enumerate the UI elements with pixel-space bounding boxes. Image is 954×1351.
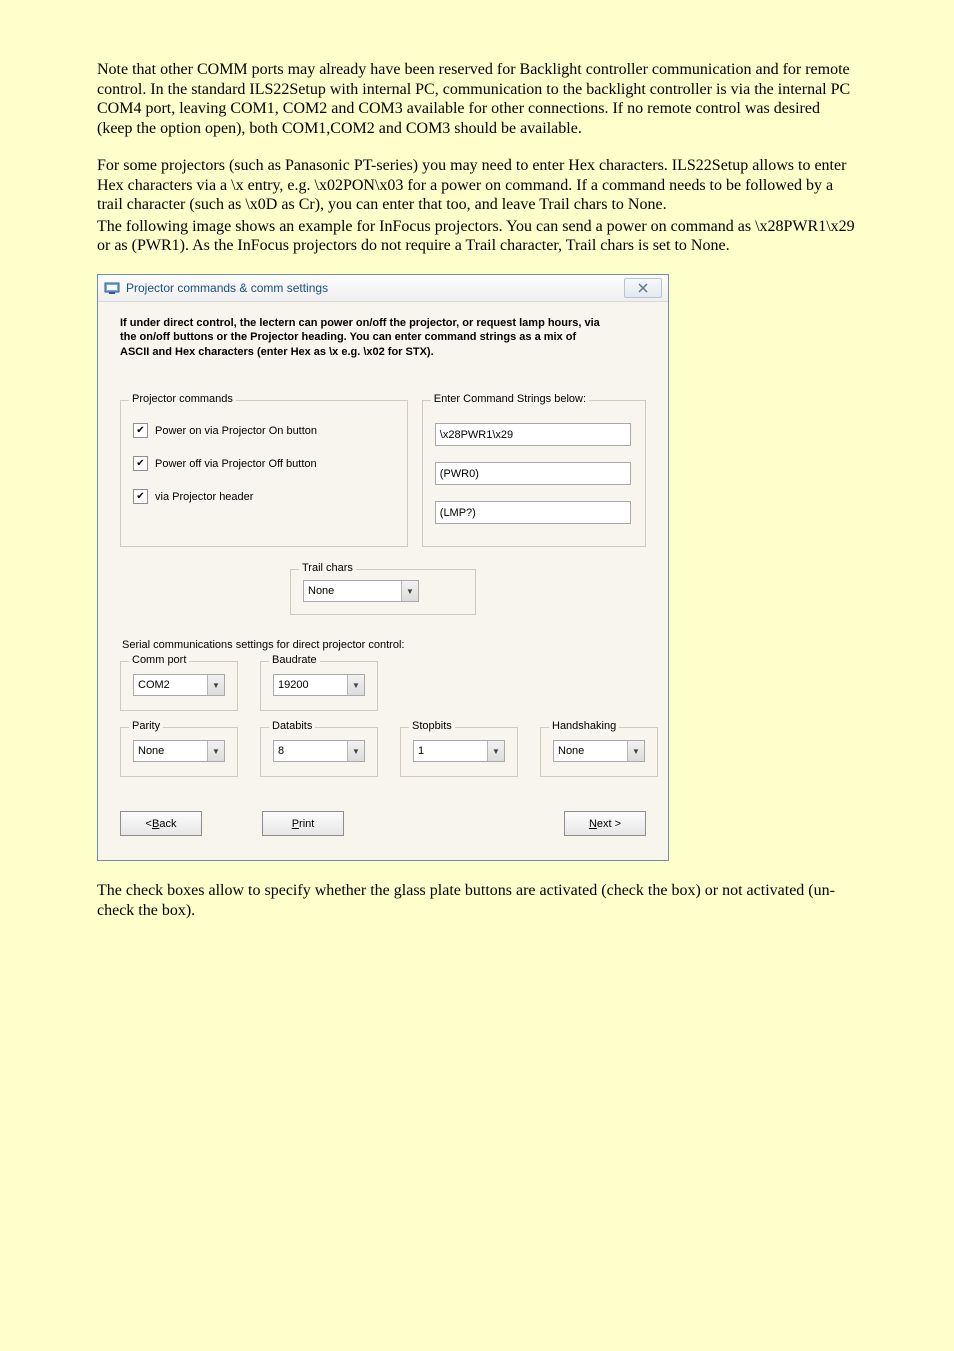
baudrate-legend: Baudrate	[269, 654, 320, 666]
trail-chars-select[interactable]: None ▼	[303, 580, 419, 602]
dialog-icon	[104, 280, 120, 296]
command-strings-legend: Enter Command Strings below:	[431, 393, 589, 405]
databits-group: Databits 8 ▼	[260, 727, 378, 777]
chevron-down-icon: ▼	[487, 741, 504, 761]
databits-value: 8	[278, 745, 284, 757]
stopbits-legend: Stopbits	[409, 720, 455, 732]
projector-commands-group: Projector commands ✔ Power on via Projec…	[120, 400, 408, 547]
chevron-down-icon: ▼	[627, 741, 644, 761]
stopbits-value: 1	[418, 745, 424, 757]
parity-legend: Parity	[129, 720, 163, 732]
baudrate-select[interactable]: 19200 ▼	[273, 674, 365, 696]
projector-header-label: via Projector header	[155, 491, 253, 503]
stopbits-select[interactable]: 1 ▼	[413, 740, 505, 762]
dialog-title: Projector commands & comm settings	[126, 281, 328, 295]
databits-select[interactable]: 8 ▼	[273, 740, 365, 762]
next-button[interactable]: Next >	[564, 811, 646, 836]
power-off-checkbox[interactable]: ✔	[133, 456, 148, 471]
power-on-command-input[interactable]: \x28PWR1\x29	[435, 423, 631, 446]
body-paragraph-1: Note that other COMM ports may already h…	[97, 60, 859, 138]
projector-commands-legend: Projector commands	[129, 393, 236, 405]
projector-settings-dialog: Projector commands & comm settings If un…	[97, 274, 669, 862]
stopbits-group: Stopbits 1 ▼	[400, 727, 518, 777]
power-on-label: Power on via Projector On button	[155, 425, 317, 437]
handshaking-group: Handshaking None ▼	[540, 727, 658, 777]
serial-settings-label: Serial communications settings for direc…	[122, 639, 646, 651]
chevron-down-icon: ▼	[401, 581, 418, 601]
handshaking-legend: Handshaking	[549, 720, 619, 732]
databits-legend: Databits	[269, 720, 315, 732]
body-paragraph-2: For some projectors (such as Panasonic P…	[97, 156, 859, 215]
chevron-down-icon: ▼	[347, 675, 364, 695]
dialog-titlebar: Projector commands & comm settings	[98, 275, 668, 302]
power-on-checkbox[interactable]: ✔	[133, 423, 148, 438]
trail-chars-legend: Trail chars	[299, 562, 356, 574]
back-button[interactable]: < Back	[120, 811, 202, 836]
parity-value: None	[138, 745, 164, 757]
comm-port-group: Comm port COM2 ▼	[120, 661, 238, 711]
comm-port-select[interactable]: COM2 ▼	[133, 674, 225, 696]
projector-header-checkbox[interactable]: ✔	[133, 489, 148, 504]
chevron-down-icon: ▼	[347, 741, 364, 761]
power-off-label: Power off via Projector Off button	[155, 458, 317, 470]
comm-port-legend: Comm port	[129, 654, 189, 666]
parity-select[interactable]: None ▼	[133, 740, 225, 762]
handshaking-value: None	[558, 745, 584, 757]
handshaking-select[interactable]: None ▼	[553, 740, 645, 762]
trail-chars-value: None	[308, 585, 334, 597]
trail-chars-group: Trail chars None ▼	[290, 569, 476, 615]
body-paragraph-3: The check boxes allow to specify whether…	[97, 881, 859, 920]
chevron-down-icon: ▼	[207, 741, 224, 761]
comm-port-value: COM2	[138, 679, 170, 691]
chevron-down-icon: ▼	[207, 675, 224, 695]
baudrate-group: Baudrate 19200 ▼	[260, 661, 378, 711]
command-strings-group: Enter Command Strings below: \x28PWR1\x2…	[422, 400, 646, 547]
close-icon[interactable]	[624, 278, 662, 298]
power-off-command-input[interactable]: (PWR0)	[435, 462, 631, 485]
dialog-info-text: If under direct control, the lectern can…	[120, 316, 600, 361]
body-paragraph-2b: The following image shows an example for…	[97, 217, 859, 256]
baudrate-value: 19200	[278, 679, 309, 691]
header-command-input[interactable]: (LMP?)	[435, 501, 631, 524]
print-button[interactable]: Print	[262, 811, 344, 836]
parity-group: Parity None ▼	[120, 727, 238, 777]
